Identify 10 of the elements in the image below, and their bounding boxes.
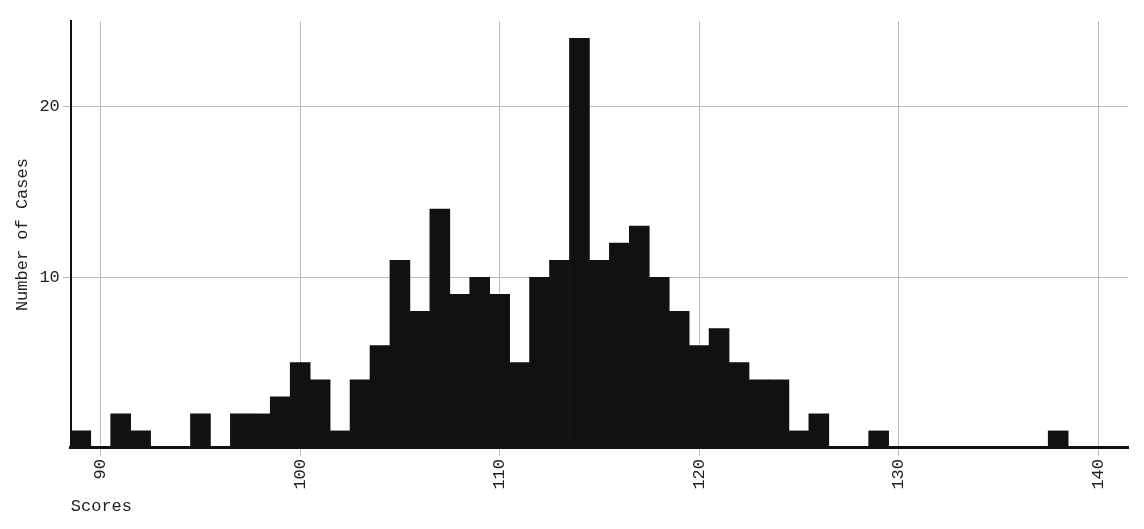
y-tick-label: 10 — [39, 267, 60, 287]
x-axis-title: Scores — [70, 497, 133, 517]
x-tick-label: 110 — [490, 459, 510, 490]
y-tick-label: 20 — [39, 97, 60, 117]
x-tick-label: 100 — [290, 459, 310, 490]
y-axis-title: Number of Cases — [12, 158, 32, 312]
x-tick-label: 140 — [1088, 459, 1108, 490]
x-tick-label: 90 — [91, 459, 111, 480]
x-tick-label: 130 — [889, 459, 909, 490]
x-tick-label: 120 — [689, 459, 709, 490]
